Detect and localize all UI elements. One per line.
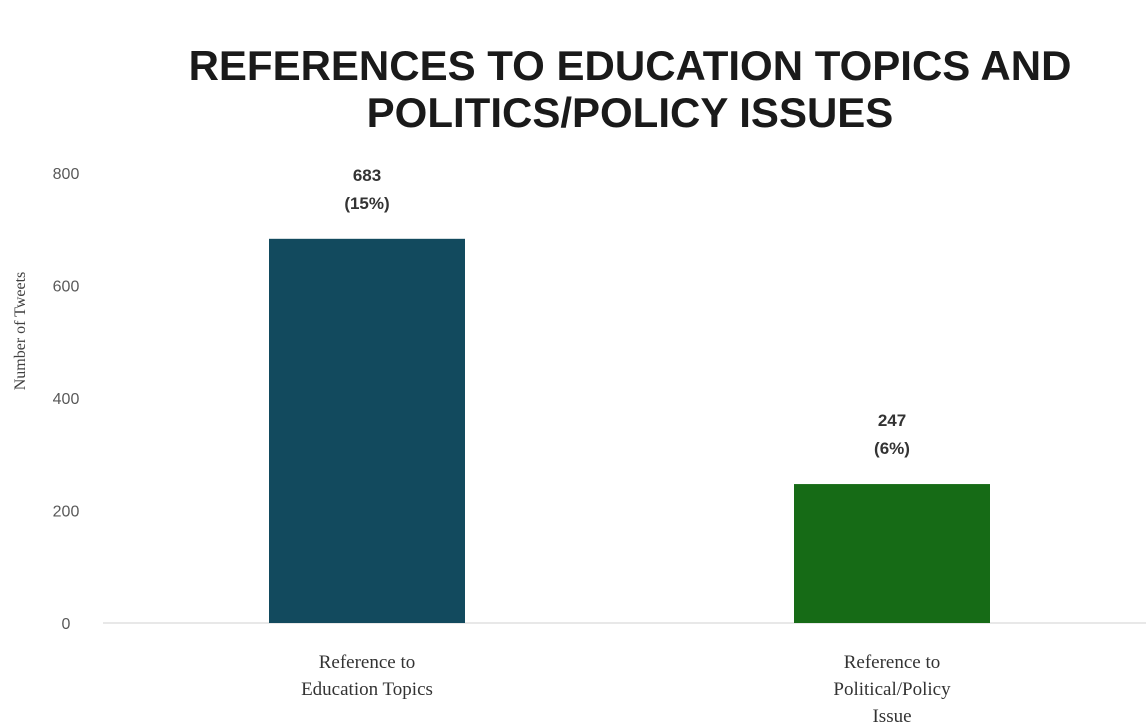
y-tick-label: 800 — [53, 166, 80, 183]
x-tick-label: Reference to — [844, 652, 941, 673]
data-label: 683 — [353, 166, 381, 185]
x-tick-label: Issue — [872, 706, 911, 723]
y-tick-label: 0 — [62, 616, 71, 633]
data-label: (15%) — [344, 194, 389, 213]
chart-title-line-1: REFERENCES TO EDUCATION TOPICS AND — [189, 42, 1072, 89]
data-label: 247 — [878, 411, 906, 430]
chart-title-line-2: POLITICS/POLICY ISSUES — [367, 89, 894, 136]
bar — [794, 484, 990, 623]
chart-title: REFERENCES TO EDUCATION TOPICS AND POLIT… — [189, 42, 1072, 136]
y-tick-label: 200 — [53, 504, 80, 521]
y-tick-label: 600 — [53, 279, 80, 296]
x-tick-label: Political/Policy — [833, 679, 951, 700]
data-label: (6%) — [874, 439, 910, 458]
bar — [269, 238, 465, 623]
y-tick-label: 400 — [53, 391, 80, 408]
plot-area: 0 200 400 600 800 683 (15%) Reference to Educati… — [53, 166, 1146, 723]
x-tick-label: Reference to — [319, 652, 416, 673]
y-axis-label: Number of Tweets — [12, 272, 29, 391]
x-tick-label: Education Topics — [301, 679, 433, 700]
